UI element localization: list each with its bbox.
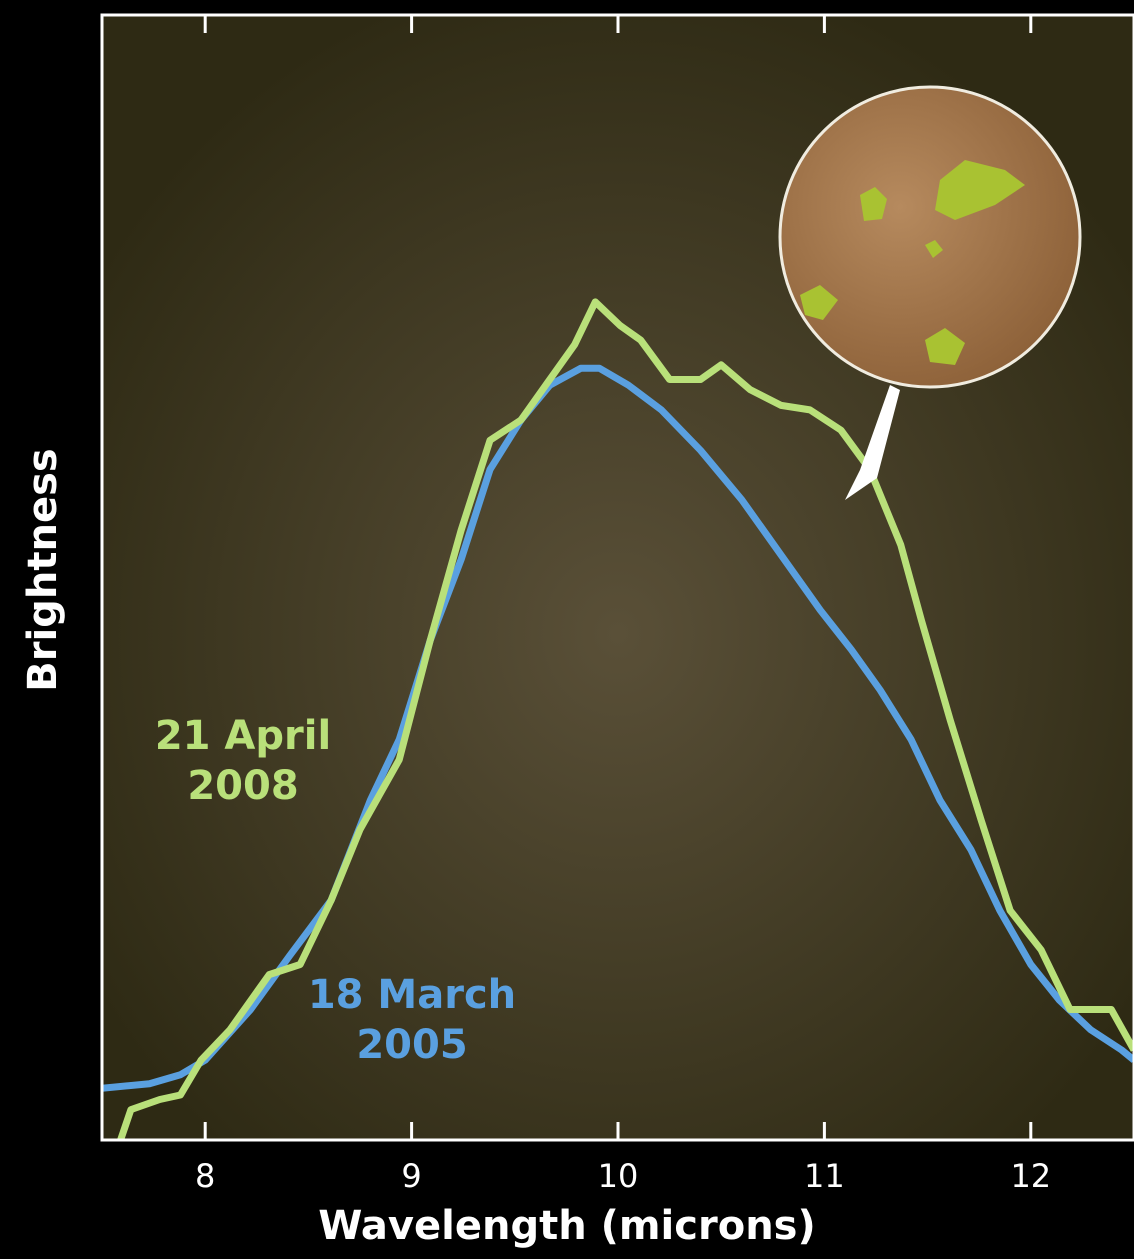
x-tick-label: 11 [804,1157,845,1195]
inset [778,85,1082,500]
plot-marks [102,298,1134,1140]
x-tick-label: 12 [1010,1157,1051,1195]
legend-label: 18 March 2005 [308,972,516,1068]
series-line [102,364,1134,1092]
series-line [117,298,1134,1140]
y-axis-label: Brightness [20,448,66,691]
x-tick-label: 9 [401,1157,421,1195]
x-tick-label: 8 [195,1157,215,1195]
legend-label: 21 April 2008 [155,713,331,809]
x-axis-label: Wavelength (microns) [318,1203,816,1249]
x-tick-label: 10 [598,1157,639,1195]
